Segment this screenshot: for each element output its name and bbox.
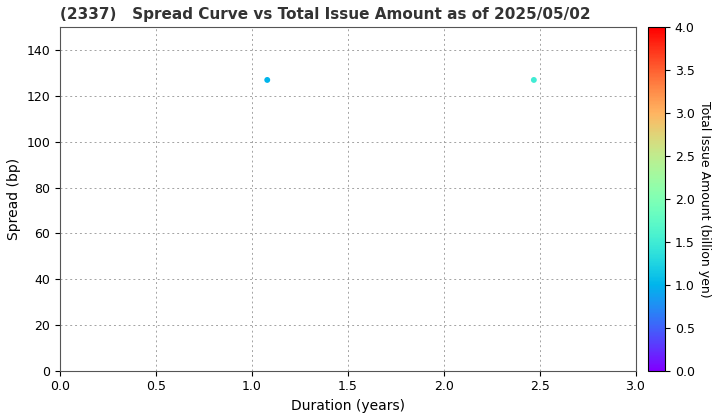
Point: [261, 76, 273, 83]
Point: [528, 76, 539, 83]
X-axis label: Duration (years): Duration (years): [291, 399, 405, 413]
Y-axis label: Total Issue Amount (billion yen): Total Issue Amount (billion yen): [698, 101, 711, 297]
Y-axis label: Spread (bp): Spread (bp): [7, 158, 21, 240]
Text: (2337)   Spread Curve vs Total Issue Amount as of 2025/05/02: (2337) Spread Curve vs Total Issue Amoun…: [60, 7, 590, 22]
